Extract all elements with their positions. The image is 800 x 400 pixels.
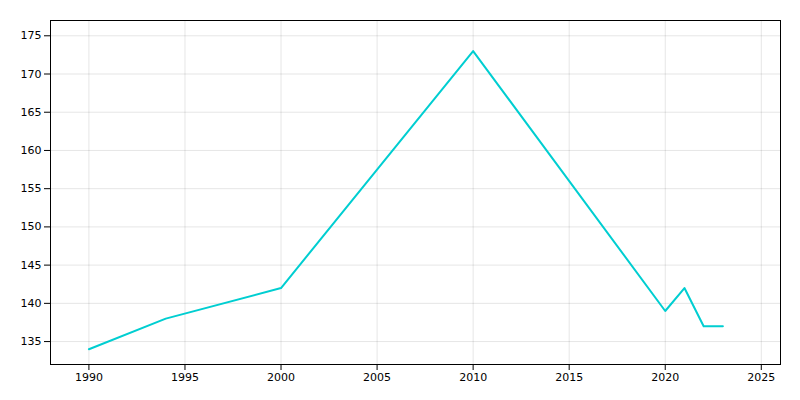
svg-text:2020: 2020 xyxy=(651,371,679,384)
svg-text:140: 140 xyxy=(21,297,42,310)
svg-text:1990: 1990 xyxy=(75,371,103,384)
svg-text:2025: 2025 xyxy=(747,371,775,384)
svg-text:2015: 2015 xyxy=(555,371,583,384)
svg-text:2000: 2000 xyxy=(267,371,295,384)
svg-text:150: 150 xyxy=(21,220,42,233)
svg-text:135: 135 xyxy=(21,335,42,348)
svg-text:160: 160 xyxy=(21,144,42,157)
svg-text:2005: 2005 xyxy=(363,371,391,384)
svg-text:165: 165 xyxy=(21,106,42,119)
svg-text:2010: 2010 xyxy=(459,371,487,384)
svg-text:170: 170 xyxy=(21,68,42,81)
svg-text:155: 155 xyxy=(21,182,42,195)
svg-text:1995: 1995 xyxy=(171,371,199,384)
svg-text:175: 175 xyxy=(21,29,42,42)
svg-text:145: 145 xyxy=(21,259,42,272)
